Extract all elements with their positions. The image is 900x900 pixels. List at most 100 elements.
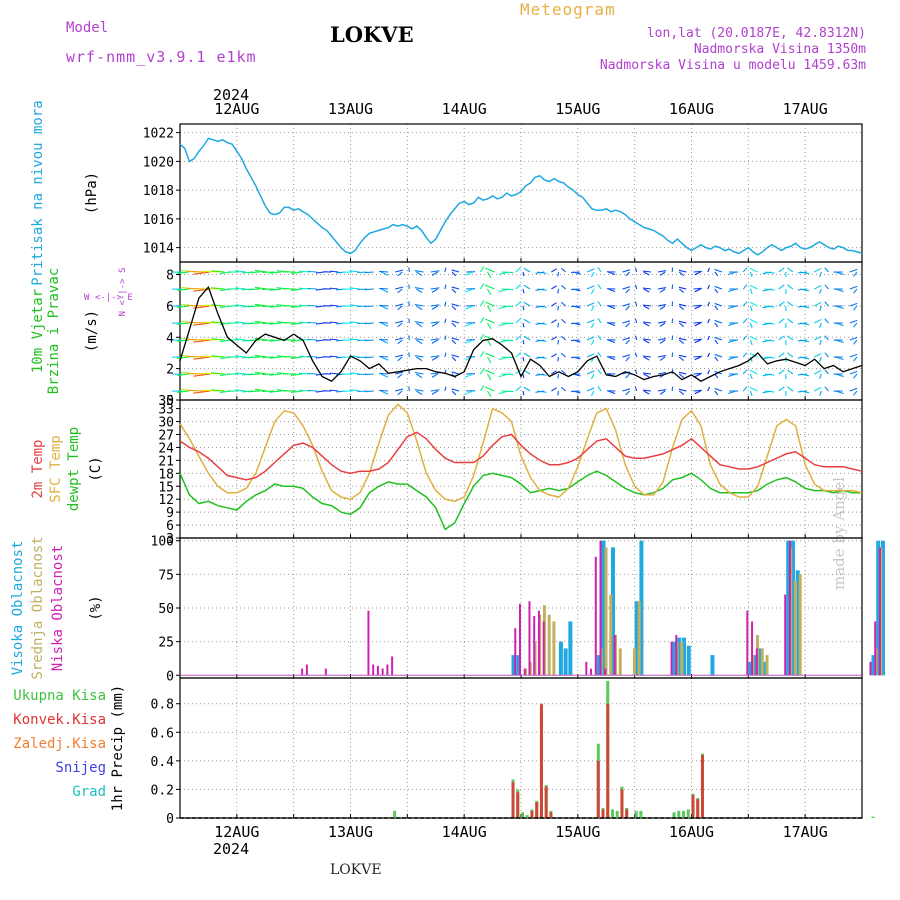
cloud-bar [757,648,762,676]
ytick-label-temperature: 35 [158,394,174,409]
wind-arrow [657,338,667,341]
wind-arrow [849,370,858,375]
wind-arrow [290,271,303,275]
wind-arrow [498,339,509,344]
wind-arrow [186,372,204,375]
wind-arrow [315,322,325,325]
wind-arrow [451,354,460,358]
wind-arrow [315,373,325,376]
wind-arrow [694,339,701,344]
wind-arrow [678,390,685,396]
wind-arrow [622,371,631,375]
wind-arrow [787,267,794,273]
wind-arrow [193,373,211,377]
wind-arrow [557,339,560,345]
wind-arrow [479,385,485,392]
wind-arrow [634,369,638,375]
precip-bar [672,812,676,818]
wind-arrow [657,270,667,273]
precip-legend-1: Konvek.Kisa [13,712,106,728]
wind-arrow [247,373,261,376]
wind-arrow [307,321,318,324]
wind-arrow [290,390,303,394]
cloud-bar [795,570,800,676]
wind-arrow [414,286,424,290]
wind-arrow [535,271,545,274]
wind-arrow [247,271,261,274]
temp2m-ylabel: 2m Temp [30,439,46,498]
wind-arrow [853,271,858,277]
wind-arrow [487,356,492,364]
year-label-top: 2024 [213,86,249,104]
wind-arrow [498,390,509,395]
wind-arrow [707,267,711,273]
cloud-bar [677,637,682,676]
wind-arrow [714,390,719,396]
wind-arrow [561,369,566,375]
wind-arrow [451,286,460,290]
wind-arrow [211,287,225,290]
wind-arrow [797,305,808,308]
cloud-bar [301,668,304,676]
wind-arrow [193,322,211,326]
cloud-bar [710,655,715,676]
wind-arrow [394,337,404,341]
wind-arrow [707,284,711,290]
wind-arrow [787,284,794,290]
cloud-bars-2 [301,540,881,676]
wind-arrow [431,288,439,293]
wind-arrow [522,339,525,345]
cloud-bar [391,656,394,676]
cloud-bar [324,668,327,676]
wind-arrow [570,288,580,291]
wind-arrow [643,339,650,344]
wind-arrow [797,322,808,325]
wind-arrow [380,305,389,310]
wind-arrow [586,387,595,392]
wind-arrow [349,372,360,375]
precip-bar [511,782,515,818]
wind-arrow [853,390,858,396]
wind-arrow [211,321,225,324]
wind-arrow [202,338,218,341]
wind-arrow [397,339,403,345]
wind-arrow [235,372,247,375]
wind-arrow [269,356,282,359]
wind-arrow [778,284,785,290]
wind-arrow [742,318,748,324]
precip-bar [606,703,610,818]
wind-arrow [678,354,687,358]
wind-arrow [849,353,858,358]
wind-ylabel-2: Brzina i Pravac [46,268,62,394]
wind-arrow [787,352,794,358]
wind-arrow [586,353,595,358]
wind-arrow [853,305,858,311]
wind-arrow [379,372,389,375]
wind-arrow [394,371,404,375]
wind-arrow [211,304,225,307]
wind-arrow [186,389,204,392]
wind-arrow [762,271,772,275]
wind-arrow [642,355,651,358]
wind-arrow [590,390,595,397]
cloud-bar [762,661,767,676]
wind-arrow [430,389,440,392]
wind-arrow [824,352,829,358]
ytick-label-pressure: 1018 [143,184,174,199]
wind-arrow [814,284,822,290]
wind-arrow [590,322,595,329]
ytick-label-wind: 8 [166,269,174,284]
wind-arrow [608,305,616,310]
wind-arrow [749,305,753,312]
wind-arrow [551,319,557,324]
wind-arrow [479,334,485,341]
wind-arrow [464,373,474,378]
wind-arrow [693,355,702,358]
cloud-bar [613,634,616,676]
cloud-bar [511,655,516,676]
wind-arrow [557,390,560,396]
wind-arrow [714,336,723,341]
panel-precipitation: 0 0.2 0.4 0.6 0.8 [151,677,863,827]
wind-arrow [186,287,204,290]
cloud-bar [618,648,622,676]
